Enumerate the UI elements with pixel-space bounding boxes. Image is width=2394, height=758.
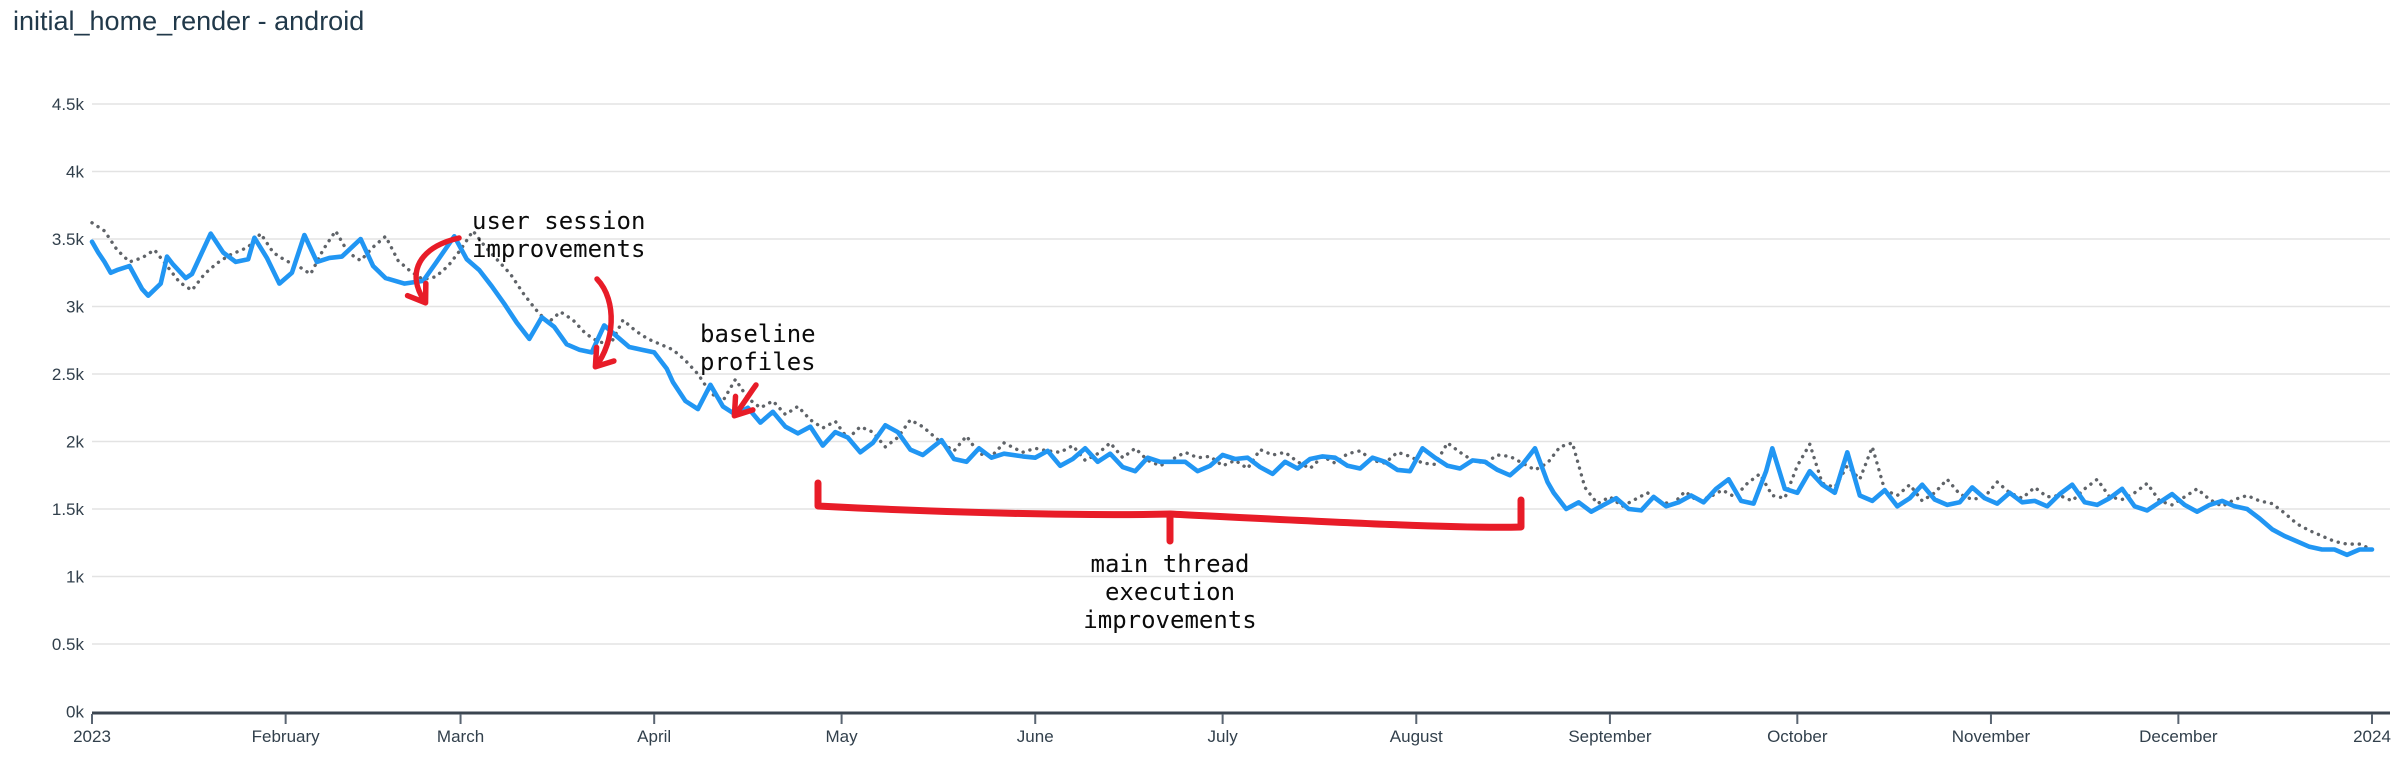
annotation-arrow-baseline-profiles-arrow: [731, 382, 759, 419]
chart-title: initial_home_render - android: [13, 6, 365, 36]
x-axis-tick-label: August: [1390, 727, 1443, 746]
x-axis-tick-label: September: [1568, 727, 1651, 746]
annotation-arrow-user-session-arrow-1: [404, 235, 462, 306]
x-axis-tick-label: April: [637, 727, 671, 746]
y-axis-tick-label: 4.5k: [52, 95, 85, 114]
x-axis-tick-label: 2024: [2353, 727, 2391, 746]
series-dotted-comparison-line: [90, 221, 2374, 552]
x-axis-tick-label: February: [252, 727, 321, 746]
x-axis-tick-label: March: [437, 727, 484, 746]
y-axis-tick-label: 3.5k: [52, 230, 85, 249]
annotation-text-baseline-profiles: profiles: [700, 348, 816, 376]
x-axis-tick-label: July: [1208, 727, 1239, 746]
y-axis-tick-label: 2k: [66, 433, 84, 452]
y-axis-tick-label: 1k: [66, 568, 84, 587]
annotation-text-main-thread: main thread: [1091, 550, 1250, 578]
series-solid-current-line: [89, 231, 2375, 558]
y-axis-tick-label: 3k: [66, 298, 84, 317]
y-axis-tick-label: 4k: [66, 163, 84, 182]
y-axis-tick-label: 0k: [66, 703, 84, 722]
annotation-text-user-session: improvements: [472, 235, 645, 263]
x-axis-tick-label: October: [1767, 727, 1828, 746]
annotation-text-main-thread: execution: [1105, 578, 1235, 606]
y-axis-tick-label: 2.5k: [52, 365, 85, 384]
x-axis-tick-label: May: [826, 727, 859, 746]
x-axis-tick-label: June: [1017, 727, 1054, 746]
annotation-text-user-session: user session: [472, 207, 645, 235]
x-axis-tick-label: November: [1952, 727, 2031, 746]
annotation-text-main-thread: improvements: [1083, 606, 1256, 634]
annotation-text-baseline-profiles: baseline: [700, 320, 816, 348]
x-axis-tick-label: 2023: [73, 727, 111, 746]
x-axis-tick-label: December: [2139, 727, 2218, 746]
y-axis-tick-label: 0.5k: [52, 635, 85, 654]
y-axis-tick-label: 1.5k: [52, 500, 85, 519]
annotation-arrow-user-session-arrow-2: [592, 276, 617, 370]
